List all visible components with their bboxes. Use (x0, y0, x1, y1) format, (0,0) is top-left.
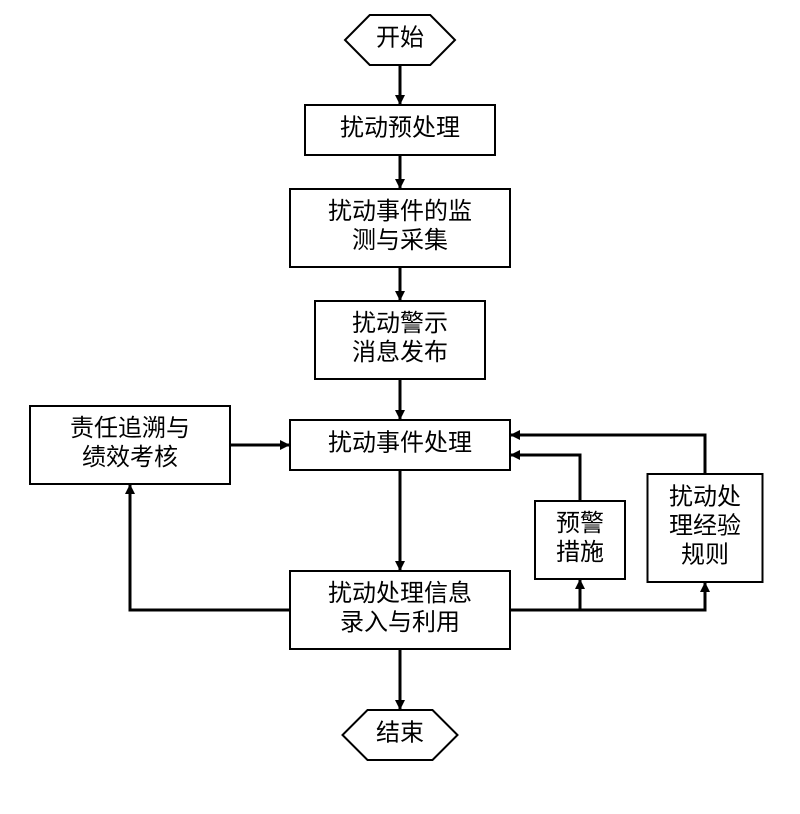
node-rB: 扰动处理经验规则 (648, 474, 763, 582)
edge-n5-rA (510, 579, 580, 610)
edge-n5-rB (510, 582, 705, 610)
node-n1: 扰动预处理 (305, 105, 495, 155)
edge-rA-n4 (510, 455, 580, 501)
node-rA: 预警措施 (535, 501, 625, 579)
node-n4-line0: 扰动事件处理 (328, 430, 472, 457)
node-left-line0: 责任追溯与 (70, 415, 190, 442)
node-start: 开始 (345, 15, 455, 65)
node-n3: 扰动警示消息发布 (315, 301, 485, 379)
node-rB-line0: 扰动处 (669, 484, 741, 511)
node-left: 责任追溯与绩效考核 (30, 406, 230, 484)
node-start-line0: 开始 (376, 25, 424, 52)
node-rA-line0: 预警 (556, 510, 604, 537)
node-rA-line1: 措施 (556, 539, 604, 566)
node-n4: 扰动事件处理 (290, 420, 510, 470)
node-rB-line2: 规则 (681, 541, 729, 568)
node-n2: 扰动事件的监测与采集 (290, 189, 510, 267)
node-n2-line1: 测与采集 (352, 227, 448, 254)
node-n1-line0: 扰动预处理 (340, 115, 460, 142)
node-n2-line0: 扰动事件的监 (328, 198, 472, 225)
node-end-line0: 结束 (376, 720, 424, 747)
node-n5-line0: 扰动处理信息 (328, 580, 472, 607)
node-end: 结束 (343, 710, 458, 760)
node-n5: 扰动处理信息录入与利用 (290, 571, 510, 649)
node-left-line1: 绩效考核 (82, 444, 178, 471)
node-n3-line0: 扰动警示 (352, 310, 448, 337)
node-n5-line1: 录入与利用 (340, 609, 460, 636)
node-n3-line1: 消息发布 (352, 339, 448, 366)
node-rB-line1: 理经验 (669, 513, 741, 540)
edge-n5-left (130, 484, 290, 610)
